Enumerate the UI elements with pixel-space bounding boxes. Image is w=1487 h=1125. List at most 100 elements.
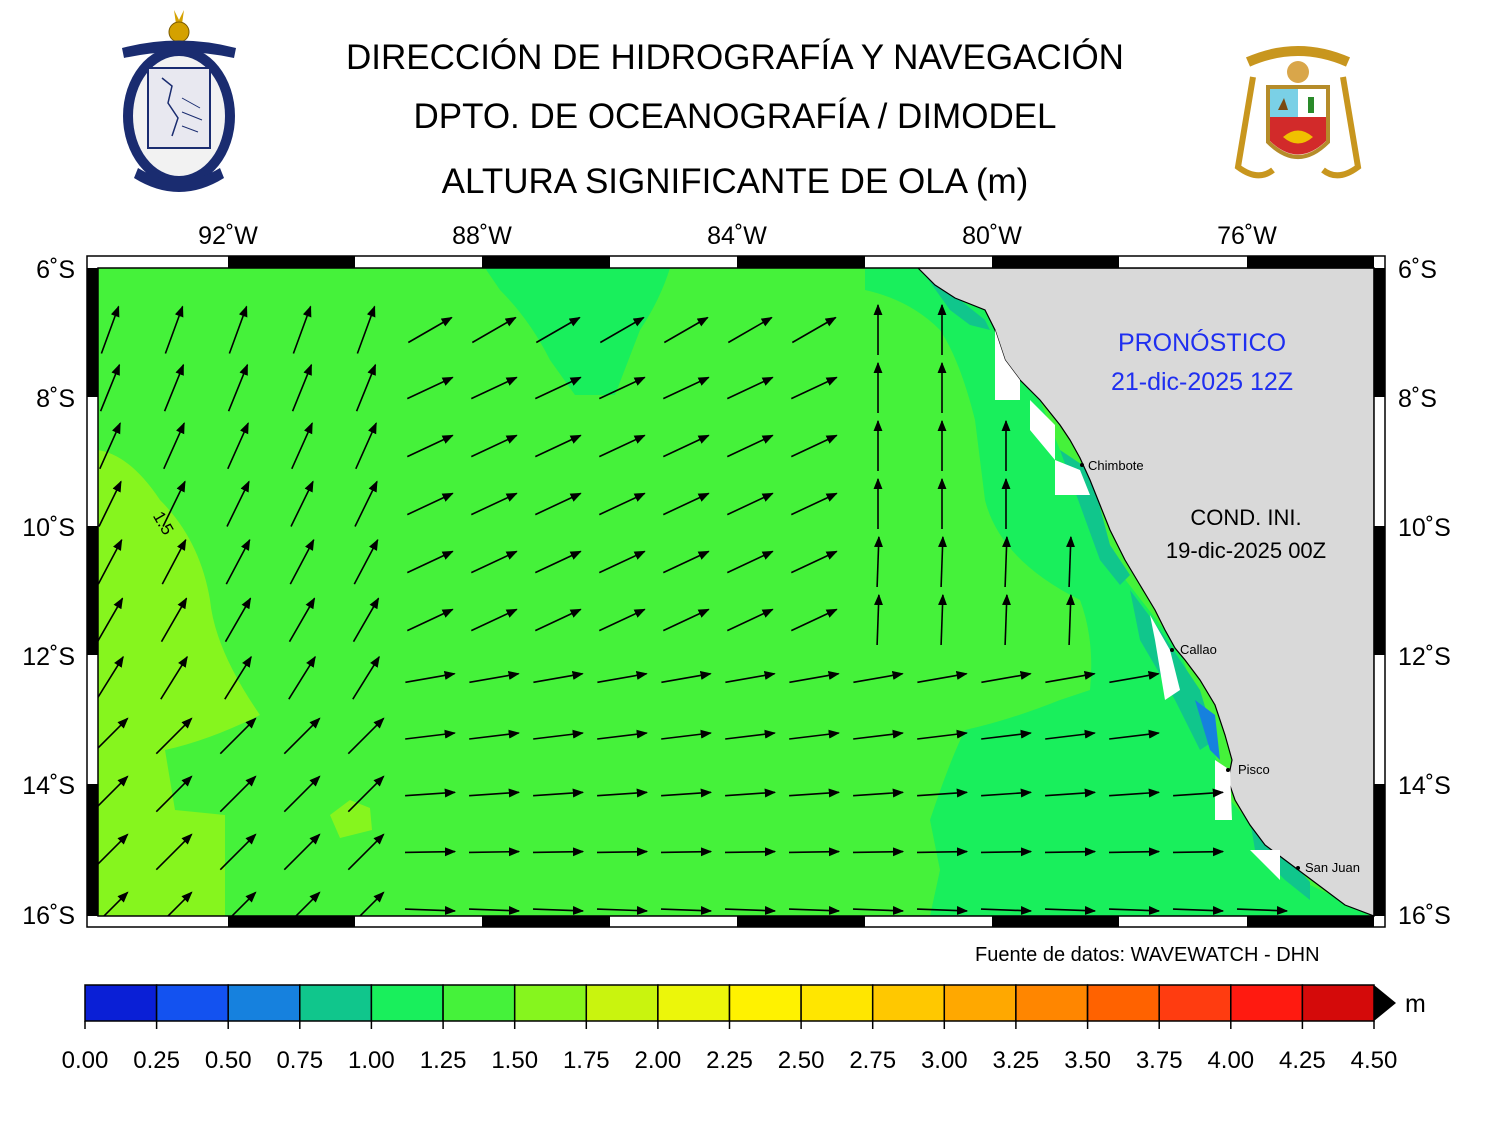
colorbar-cell (513, 984, 588, 1022)
wave-arrow (853, 729, 904, 740)
colorbar-tick-label: 4.50 (1351, 1047, 1398, 1074)
frame-tick (228, 256, 355, 268)
wave-arrow (283, 717, 321, 755)
colorbar-cell (871, 984, 946, 1022)
wave-arrow (852, 906, 905, 916)
colorbar-cell (657, 984, 731, 1022)
wave-arrow (163, 363, 185, 412)
wave-arrow (790, 550, 838, 574)
wave-arrow (599, 316, 645, 344)
frame-tick (737, 916, 865, 927)
wave-arrow (289, 538, 315, 585)
colorbar-tick-label: 0.25 (133, 1047, 180, 1074)
colorbar-cell (1230, 984, 1304, 1022)
wave-arrow (407, 316, 453, 344)
wave-arrow (853, 671, 904, 684)
wave-arrow (1045, 671, 1096, 684)
wave-arrow (404, 847, 457, 857)
wave-arrow (597, 671, 648, 684)
wave-arrow (661, 671, 712, 684)
wave-arrow (355, 422, 377, 470)
city-label: San Juan (1305, 860, 1360, 875)
colorbar-tick-label: 4.00 (1207, 1047, 1254, 1074)
wave-arrow (534, 376, 582, 400)
wave-arrow (726, 608, 774, 632)
wave-arrow (164, 305, 184, 354)
wave-arrow (469, 671, 520, 684)
wave-arrow (1044, 847, 1097, 857)
wave-arrow (917, 729, 968, 740)
wave-arrow (853, 788, 905, 798)
lat-label: 6˚S (36, 256, 75, 284)
wave-arrow (99, 363, 121, 412)
wave-arrow (938, 535, 948, 588)
frame-tick (1374, 526, 1385, 655)
colorbar-cell (800, 984, 874, 1022)
wave-arrow (981, 671, 1032, 684)
lon-label: 84˚W (707, 222, 767, 250)
city-label: Callao (1180, 642, 1217, 657)
wave-arrow (290, 480, 314, 527)
wave-arrow (598, 550, 646, 574)
field-1-00-north (485, 268, 670, 395)
wave-arrow (874, 535, 884, 588)
title-line-2: DPTO. DE OCEANOGRAFÍA / DIMODEL (413, 97, 1057, 136)
wave-arrow (1109, 788, 1161, 798)
wave-arrow (726, 550, 774, 574)
wave-arrow (791, 316, 837, 344)
colorbar-cell (227, 984, 301, 1022)
wave-arrow (469, 788, 521, 798)
wave-arrow (535, 316, 581, 344)
wave-arrow (288, 655, 316, 700)
wave-arrow (352, 655, 380, 700)
colorbar-tick-label: 3.50 (1064, 1047, 1111, 1074)
wave-arrow (227, 422, 249, 470)
wave-arrow (790, 434, 838, 458)
colorbar-tick-label: 3.00 (921, 1047, 968, 1074)
wave-arrow (597, 729, 648, 740)
wave-arrow (219, 717, 257, 755)
wave-arrow (533, 729, 584, 740)
wave-arrow (471, 316, 517, 344)
marina-de-guerra-crest-icon (1234, 46, 1362, 179)
wave-arrow (102, 891, 129, 916)
frame-tick (482, 256, 610, 268)
wave-arrow (916, 906, 969, 916)
wave-arrow (98, 597, 124, 643)
wave-arrow (534, 492, 582, 516)
wave-arrow (874, 593, 884, 646)
city-marker (1080, 463, 1084, 467)
wave-arrow (352, 597, 380, 643)
wave-arrow (355, 363, 377, 412)
colorbar-cell (155, 984, 229, 1022)
wave-arrow (1066, 593, 1076, 646)
lat-label: 16˚S (22, 902, 75, 930)
city-marker (1226, 768, 1230, 772)
wave-arrow (99, 422, 121, 470)
wave-arrow (227, 363, 249, 412)
field-1-00-coast (865, 268, 1374, 916)
wave-arrow (598, 434, 646, 458)
forecast-date: 21-dic-2025 12Z (1111, 368, 1293, 396)
frame-tick (87, 268, 98, 397)
wave-arrow (98, 655, 124, 699)
wave-arrow (938, 593, 948, 646)
wave-arrow (219, 775, 257, 813)
lat-label: 12˚S (22, 643, 75, 671)
wave-arrow (598, 608, 646, 632)
colorbar-tick-label: 0.75 (276, 1047, 323, 1074)
colorbar-unit: m (1405, 990, 1426, 1018)
wave-arrow (469, 729, 520, 740)
wave-arrow (725, 671, 776, 684)
wave-arrow (1045, 788, 1097, 798)
wave-arrow (155, 717, 193, 755)
wave-arrow (596, 847, 649, 857)
frame-tick (737, 256, 865, 268)
frame-tick (1247, 256, 1374, 268)
frame-tick (1374, 268, 1385, 397)
wave-arrow (1173, 788, 1225, 798)
colorbar-tick-label: 1.00 (348, 1047, 395, 1074)
wave-arrow (1066, 535, 1076, 588)
lat-label: 10˚S (1398, 514, 1451, 542)
wave-arrow (1172, 847, 1225, 857)
